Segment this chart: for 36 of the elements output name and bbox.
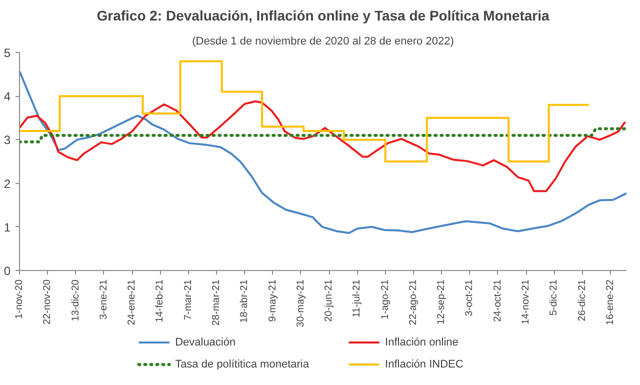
chart-title: Grafico 2: Devaluación, Inflación online y Tasa de Política Monetaria [96, 8, 550, 24]
x-tick-label: 3-ene-21 [98, 279, 110, 320]
x-tick-label: 26-dic-21 [576, 279, 588, 322]
legend-label: Tasa de polítitica monetaria [175, 358, 310, 370]
x-tick-label: 16-ene-22 [604, 279, 616, 326]
x-tick-label: 9-may-21 [267, 279, 278, 322]
y-tick-label: 4 [4, 90, 11, 104]
x-tick-label: 1-nov-20 [14, 279, 25, 319]
x-tick-label: 11-jul-21 [352, 279, 363, 318]
x-tick-label: 30-may-21 [295, 279, 306, 328]
chart-subtitle: (Desde 1 de noviembre de 2020 al 28 de enero 2022) [192, 36, 454, 48]
legend-label: Inflación online [385, 336, 458, 348]
x-tick-label: 14-nov-21 [520, 279, 532, 325]
y-tick-label: 0 [4, 264, 11, 278]
x-tick-label: 12-sep-21 [436, 279, 448, 325]
x-tick-label: 3-oct-21 [464, 279, 476, 316]
y-tick-label: 2 [4, 176, 11, 191]
x-tick-label: 20-jun-21 [324, 279, 335, 322]
y-tick-label: 5 [4, 46, 11, 60]
legend-label: Devaluación [175, 336, 236, 348]
x-tick-label: 22-ago-21 [408, 279, 419, 326]
y-tick-label: 1 [4, 220, 11, 234]
legend-label: Inflación INDEC [385, 358, 464, 370]
x-tick-label: 24-oct-21 [492, 279, 504, 322]
line-series [20, 70, 626, 234]
x-tick-label: 13-dic-20 [70, 279, 82, 322]
x-tick-label: 5-dic-21 [548, 279, 560, 316]
x-tick-label: 1-ago-21 [380, 279, 391, 320]
y-tick-label: 3 [4, 133, 11, 148]
x-tick-label: 24-ene-21 [126, 279, 138, 326]
x-tick-label: 28-mar-21 [210, 279, 222, 326]
line-series [20, 100, 626, 192]
x-tick-label: 18-abr-21 [239, 279, 250, 323]
x-tick-label: 14-feb-21 [154, 279, 166, 322]
x-tick-label: 22-nov-20 [42, 279, 54, 325]
x-tick-label: 7-mar-21 [182, 279, 194, 320]
